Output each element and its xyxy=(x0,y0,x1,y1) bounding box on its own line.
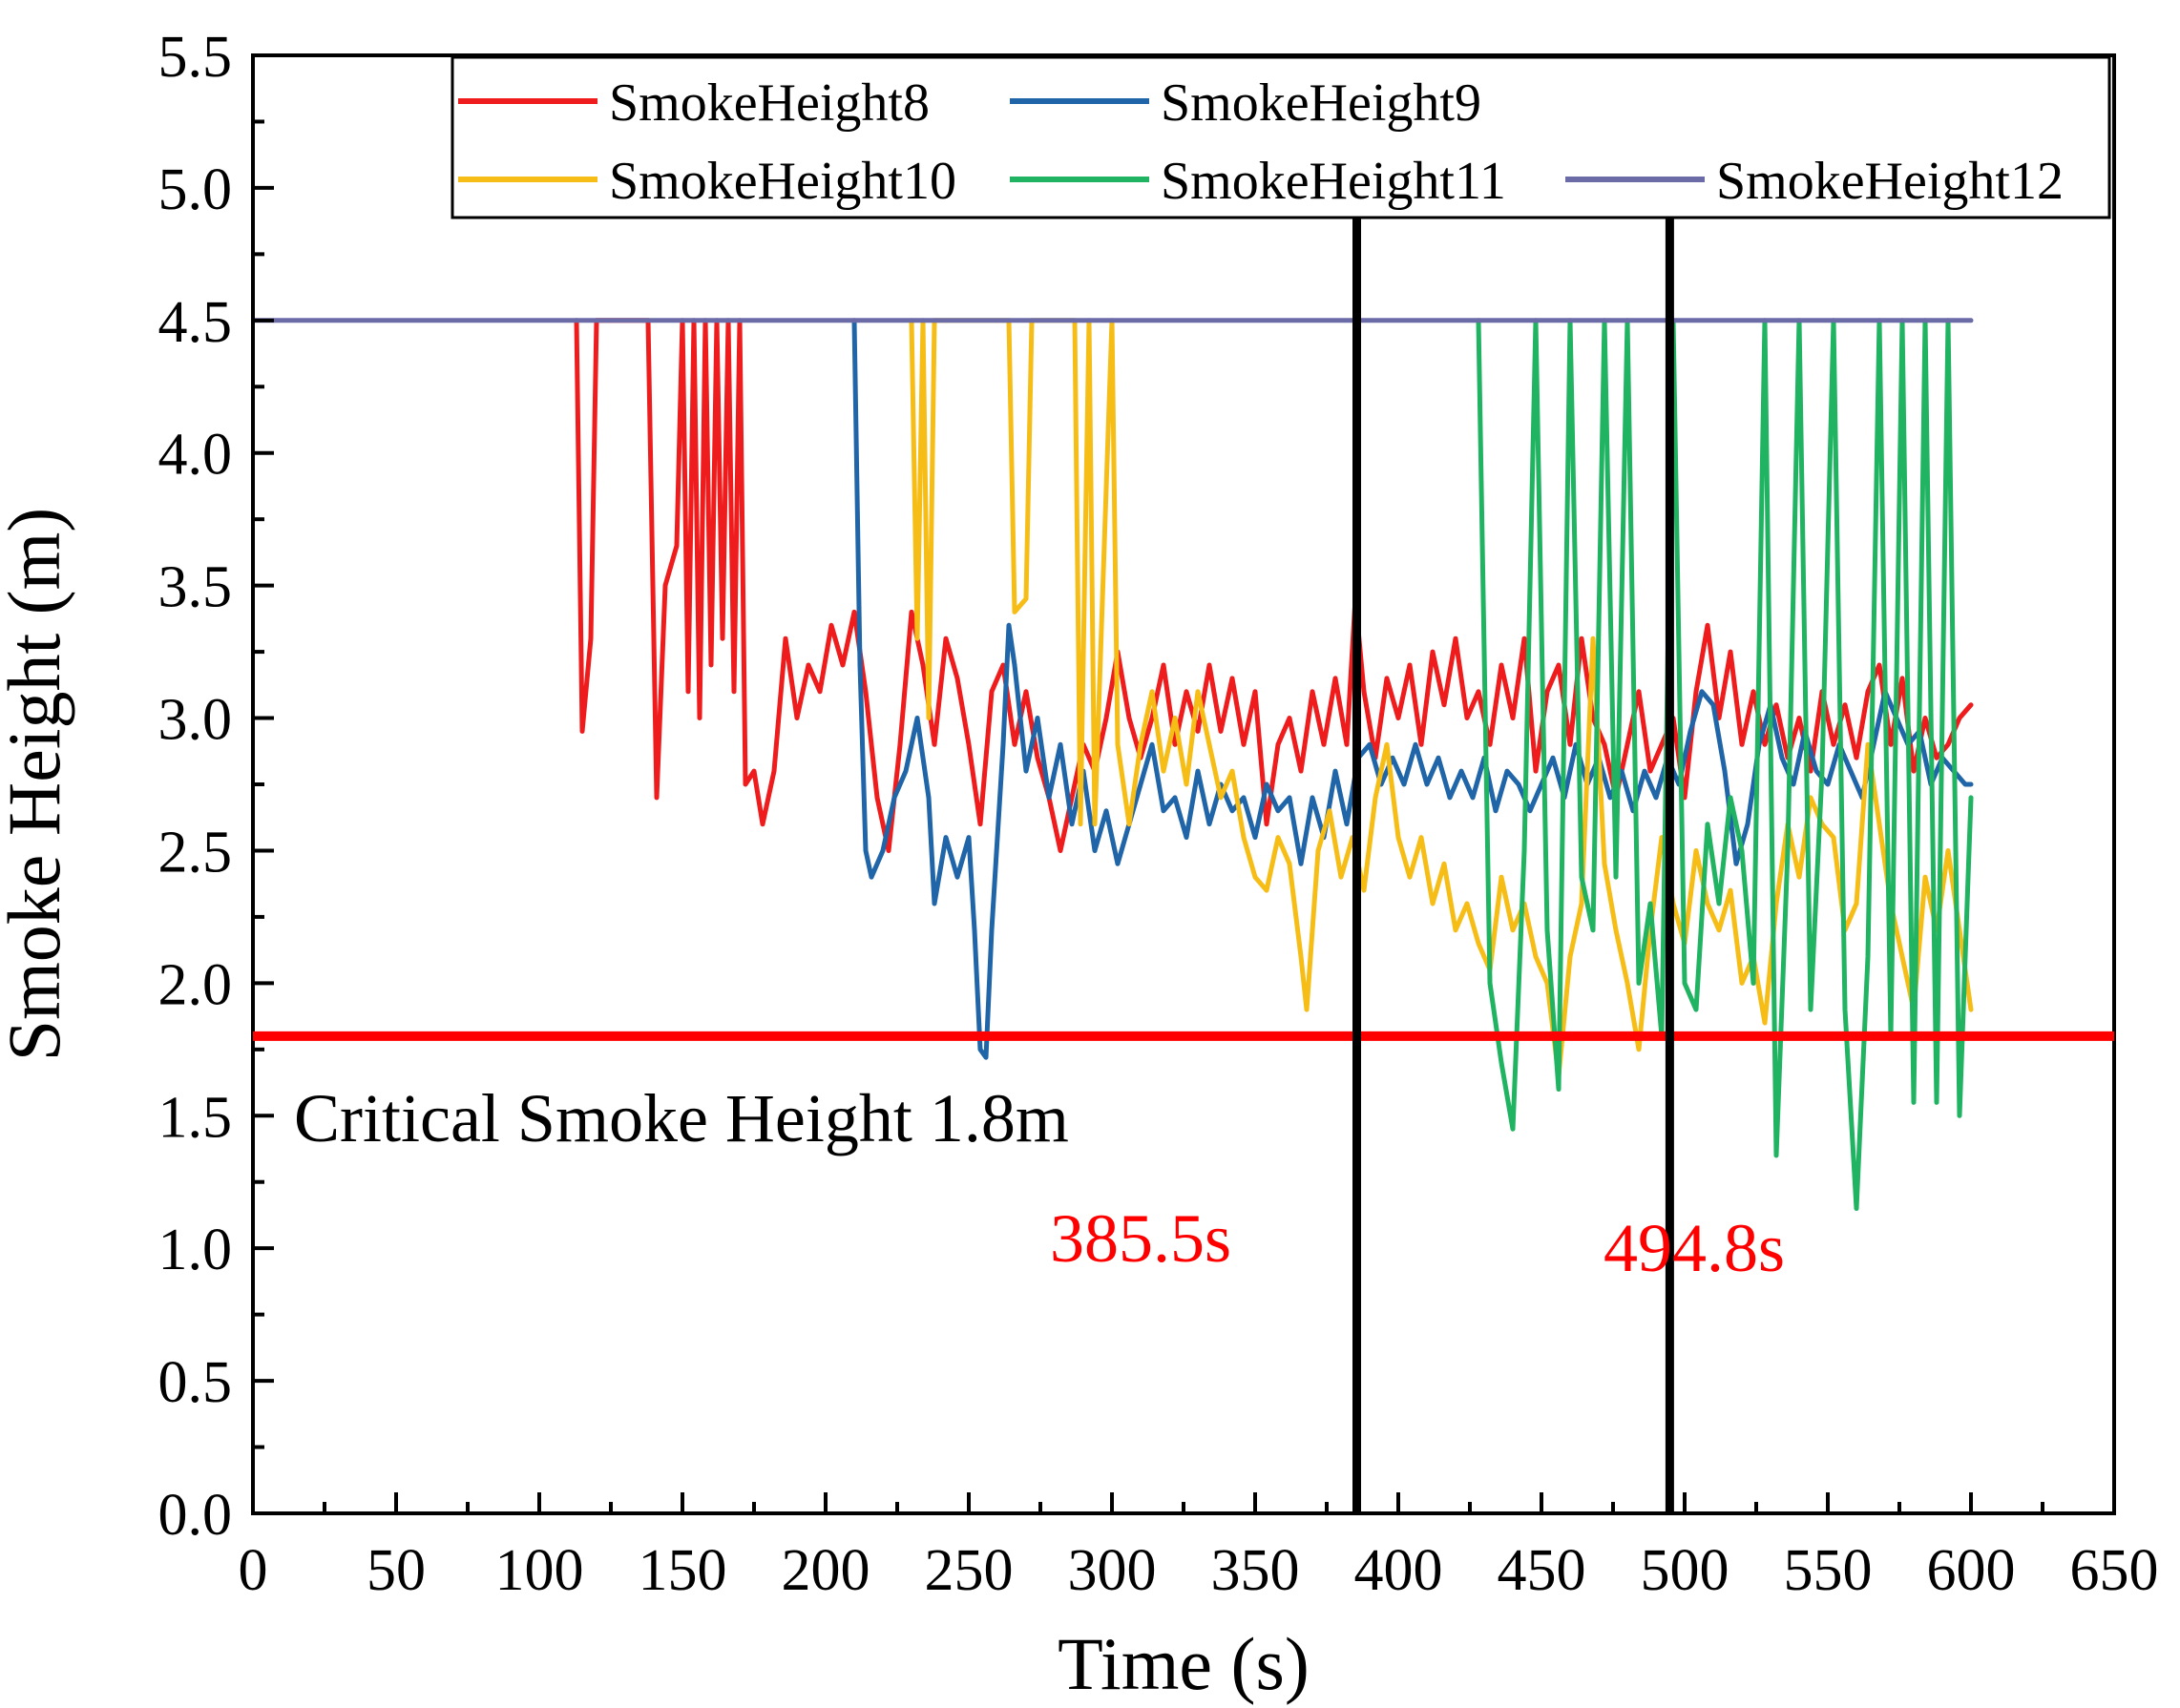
x-tick-label: 500 xyxy=(1641,1538,1729,1603)
x-tick-label: 100 xyxy=(495,1538,584,1603)
legend: SmokeHeight8 SmokeHeight9 SmokeHeight10 Smo… xyxy=(451,55,2111,219)
series-layer xyxy=(253,318,1974,1211)
y-tick-label: 4.0 xyxy=(158,423,233,488)
y-tick-label: 0.5 xyxy=(158,1350,233,1415)
legend-label-smokeheight12: SmokeHeight12 xyxy=(1716,152,2064,211)
series-line-smokeheight10 xyxy=(909,318,1974,1079)
legend-label-smokeheight10: SmokeHeight10 xyxy=(609,152,956,211)
legend-box xyxy=(451,55,2111,219)
x-tick-label: 350 xyxy=(1211,1538,1300,1603)
legend-label-smokeheight9: SmokeHeight9 xyxy=(1161,73,1481,133)
y-tick-label: 5.0 xyxy=(158,157,233,222)
x-tick-label: 300 xyxy=(1068,1538,1157,1603)
legend-label-smokeheight8: SmokeHeight8 xyxy=(609,73,930,133)
y-tick-label: 5.5 xyxy=(158,25,233,90)
series-line-smokeheight8 xyxy=(574,318,1974,853)
y-tick-label: 1.5 xyxy=(158,1085,233,1150)
y-tick-label: 4.5 xyxy=(158,290,233,355)
x-tick-label: 650 xyxy=(2070,1538,2159,1603)
x-tick-label: 450 xyxy=(1498,1538,1586,1603)
time-marker-label-2: 494.8s xyxy=(1604,1210,1785,1286)
legend-label-smokeheight11: SmokeHeight11 xyxy=(1161,152,1506,211)
series-line-smokeheight9 xyxy=(851,318,1974,1060)
y-tick-label: 0.0 xyxy=(158,1483,233,1548)
annotations: Critical Smoke Height 1.8m 385.5s 494.8s xyxy=(253,218,2114,1513)
time-marker-label-1: 385.5s xyxy=(1050,1200,1231,1277)
y-tick-label: 2.0 xyxy=(158,952,233,1017)
x-tick-label: 200 xyxy=(782,1538,870,1603)
y-tick-label: 3.0 xyxy=(158,688,233,753)
critical-height-label: Critical Smoke Height 1.8m xyxy=(294,1080,1069,1156)
x-tick-label: 600 xyxy=(1927,1538,2016,1603)
x-tick-label: 400 xyxy=(1354,1538,1443,1603)
series-line-smokeheight11 xyxy=(1476,318,1974,1211)
x-tick-label: 250 xyxy=(925,1538,1014,1603)
x-tick-label: 550 xyxy=(1784,1538,1873,1603)
x-tick-label: 150 xyxy=(639,1538,727,1603)
y-tick-label: 3.5 xyxy=(158,555,233,620)
y-axis-title: Smoke Height (m) xyxy=(0,508,75,1062)
x-tick-label: 50 xyxy=(367,1538,426,1603)
x-axis-title: Time (s) xyxy=(1058,1622,1310,1705)
x-tick-label: 0 xyxy=(239,1538,268,1603)
ticks-layer: 0 50 100 150 200 250 300 350 400 450 500 550 600 650 0… xyxy=(158,25,2159,1603)
y-tick-label: 1.0 xyxy=(158,1218,233,1282)
y-tick-label: 2.5 xyxy=(158,820,233,885)
